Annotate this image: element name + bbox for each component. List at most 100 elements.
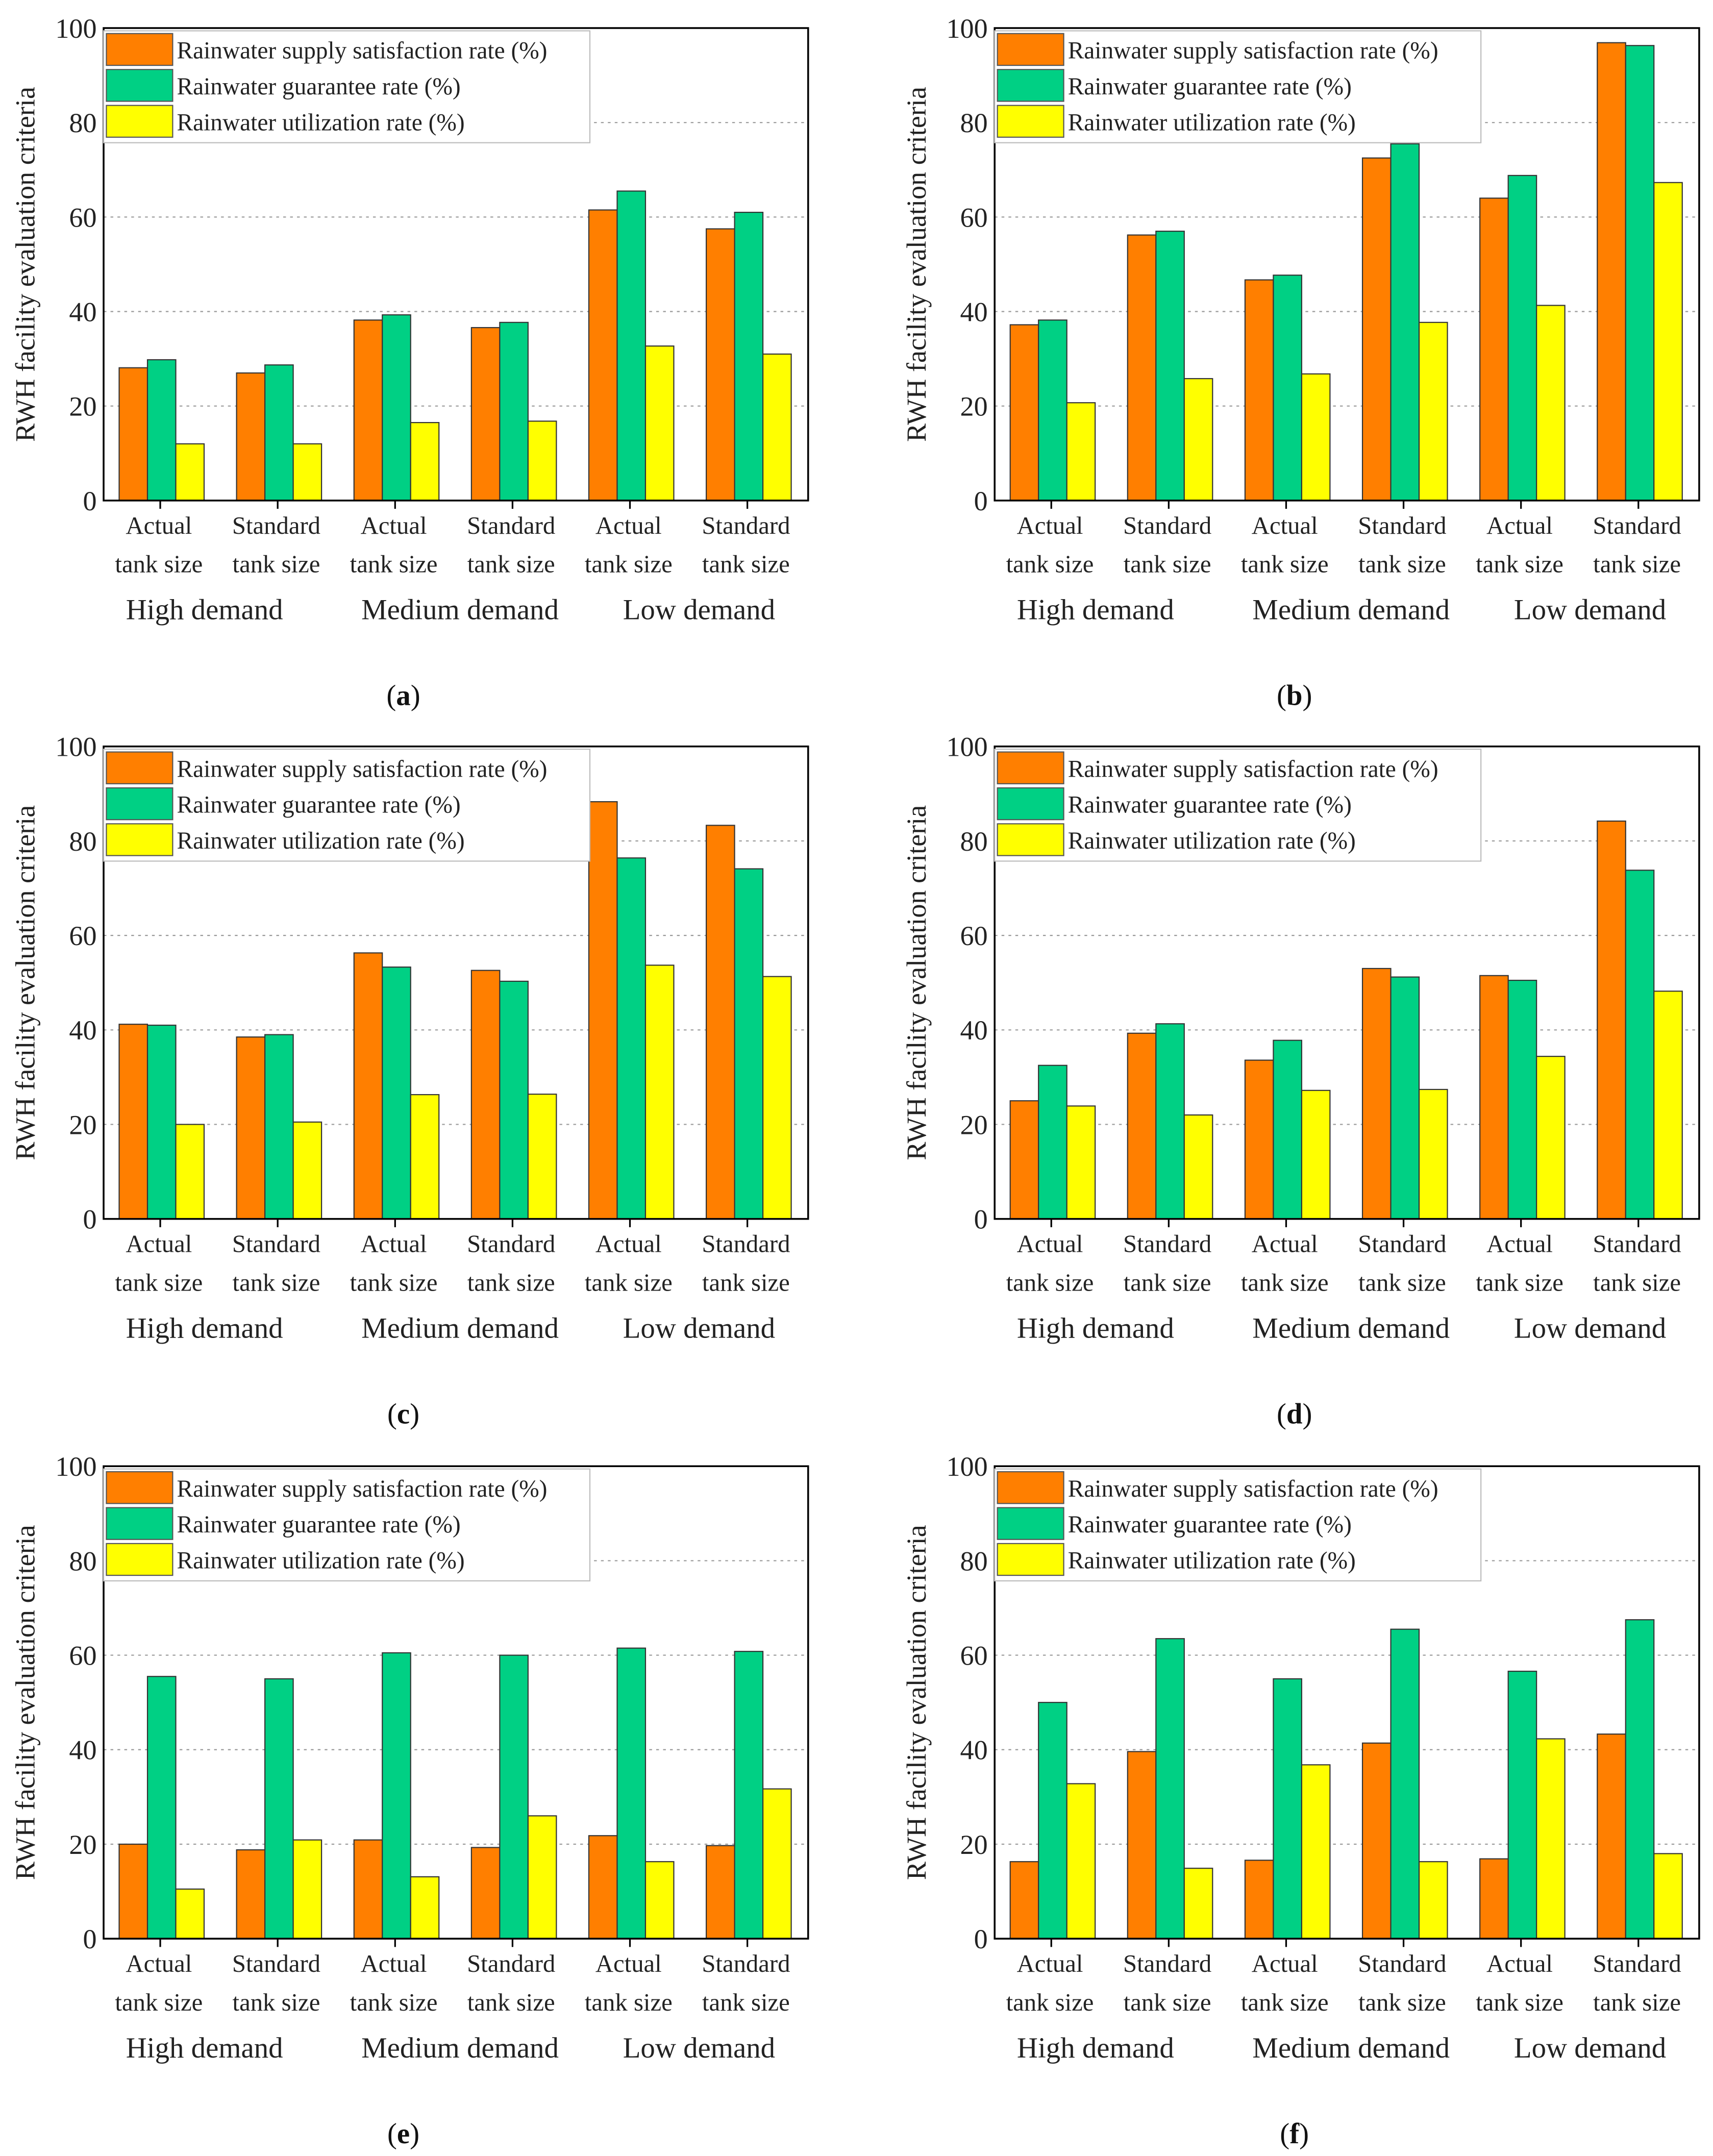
bar-guarantee [1038, 319, 1067, 501]
bar-guarantee [264, 364, 294, 501]
legend: Rainwater supply satisfaction rate (%) Ra… [994, 749, 1482, 862]
legend: Rainwater supply satisfaction rate (%) Ra… [103, 30, 591, 143]
bar-supply [236, 1849, 266, 1940]
y-tick-label: 20 [69, 391, 96, 422]
legend: Rainwater supply satisfaction rate (%) Ra… [994, 30, 1482, 143]
bar-supply [1127, 1032, 1157, 1220]
bar-utilization [762, 353, 792, 501]
legend-swatch-utilization [106, 105, 173, 138]
x-group-label: High demand [1017, 594, 1174, 626]
x-category-label: Actual [1252, 512, 1318, 539]
x-group-label: Low demand [1514, 2032, 1666, 2064]
bar-supply [1479, 197, 1509, 501]
legend-label: Rainwater guarantee rate (%) [177, 792, 461, 819]
legend-label: Rainwater guarantee rate (%) [1068, 792, 1352, 819]
x-group-label: High demand [126, 2032, 283, 2064]
legend-box [103, 30, 591, 143]
bar-utilization [1183, 1868, 1213, 1940]
legend: Rainwater supply satisfaction rate (%) Ra… [103, 1468, 591, 1582]
x-category-label: Actual [1486, 1230, 1553, 1258]
bar-utilization [1183, 378, 1213, 501]
plot-frame [103, 1465, 809, 1940]
bar-guarantee [1038, 1064, 1067, 1220]
x-group-label: High demand [126, 594, 283, 626]
x-category-sublabel: tank size [233, 1989, 320, 2016]
legend-swatch-utilization [997, 823, 1064, 856]
y-tick-label: 0 [83, 486, 96, 516]
chart-panel-c: 0 20 40 60 80 100 RWH facility evaluation crit… [10, 732, 809, 1430]
bar-guarantee [616, 190, 647, 501]
x-category-sublabel: tank size [1241, 551, 1329, 578]
y-tick-label: 60 [69, 921, 96, 951]
bar-utilization [292, 1121, 322, 1220]
bar-guarantee [734, 868, 764, 1220]
legend-label: Rainwater guarantee rate (%) [177, 73, 461, 100]
chart-panel-a: 0 20 40 60 80 100 RWH facility evaluation crit… [10, 13, 809, 712]
x-category-label: Standard [702, 1230, 790, 1258]
bar-supply [1244, 1860, 1274, 1940]
y-tick-label: 100 [55, 732, 96, 762]
y-tick-label: 40 [69, 1735, 96, 1766]
x-category-label: Actual [1017, 1230, 1083, 1258]
x-category-label: Standard [702, 512, 790, 539]
bar-supply [1009, 324, 1039, 501]
bar-utilization [1653, 990, 1683, 1220]
bar-utilization [1066, 1783, 1096, 1940]
x-category-label: Actual [361, 1230, 427, 1258]
bar-supply [706, 228, 735, 501]
bar-utilization [1653, 182, 1683, 501]
x-group-label: High demand [1017, 2032, 1174, 2064]
y-axis-label: RWH facility evaluation criteria [10, 87, 41, 442]
x-category-sublabel: tank size [585, 1989, 673, 2016]
legend-swatch-utilization [106, 823, 173, 856]
x-category-label: Standard [1123, 1230, 1211, 1258]
bar-guarantee [1155, 1023, 1185, 1220]
bar-guarantee [499, 980, 529, 1220]
bar-utilization [527, 420, 557, 501]
x-category-sublabel: tank size [702, 1989, 790, 2016]
y-tick-label: 60 [960, 1641, 988, 1671]
plot-frame [103, 745, 809, 1220]
bar-supply [118, 367, 148, 501]
x-category-label: Actual [361, 512, 427, 539]
y-axis-label: RWH facility evaluation criteria [10, 1525, 41, 1880]
legend-label: Rainwater utilization rate (%) [1068, 828, 1356, 854]
bar-guarantee [146, 359, 177, 501]
x-category-label: Actual [595, 1230, 662, 1258]
panel-label: (c) [387, 1398, 419, 1430]
panel-label-letter: c [397, 1398, 410, 1430]
bar-supply [1009, 1100, 1039, 1220]
y-tick-label: 60 [69, 1641, 96, 1671]
chart-panel-f: 0 20 40 60 80 100 RWH facility evaluation crit… [901, 1451, 1700, 2150]
bar-utilization [762, 1788, 792, 1940]
x-category-sublabel: tank size [115, 1989, 203, 2016]
panel-label: (b) [1277, 680, 1312, 712]
plot-frame [103, 27, 809, 502]
x-category-label: Standard [1593, 1230, 1681, 1258]
bar-guarantee [1625, 870, 1655, 1220]
x-category-label: Standard [1123, 512, 1211, 539]
bar-utilization [1301, 1764, 1331, 1940]
x-category-label: Actual [1017, 512, 1083, 539]
bar-supply [1597, 820, 1626, 1220]
x-category-label: Standard [1123, 1950, 1211, 1977]
legend-swatch-supply [997, 1471, 1064, 1504]
bar-guarantee [1390, 976, 1420, 1220]
y-tick-label: 40 [960, 1015, 988, 1046]
legend-label: Rainwater utilization rate (%) [177, 828, 465, 854]
bar-supply [353, 952, 383, 1220]
bar-utilization [410, 1094, 440, 1220]
bar-guarantee [264, 1678, 294, 1940]
y-tick-label: 20 [69, 1829, 96, 1860]
bar-supply [353, 1839, 383, 1940]
x-category-sublabel: tank size [1358, 551, 1446, 578]
legend-swatch-supply [106, 33, 173, 66]
panel-label-letter: b [1286, 680, 1303, 712]
panel-label-close: ) [411, 680, 420, 712]
panel-label-close: ) [410, 1398, 419, 1430]
panel-label: (f) [1280, 2118, 1309, 2150]
bar-utilization [292, 1839, 322, 1940]
bar-supply [1244, 1059, 1274, 1220]
y-tick-label: 0 [974, 1924, 988, 1954]
x-category-label: Standard [1593, 1950, 1681, 1977]
